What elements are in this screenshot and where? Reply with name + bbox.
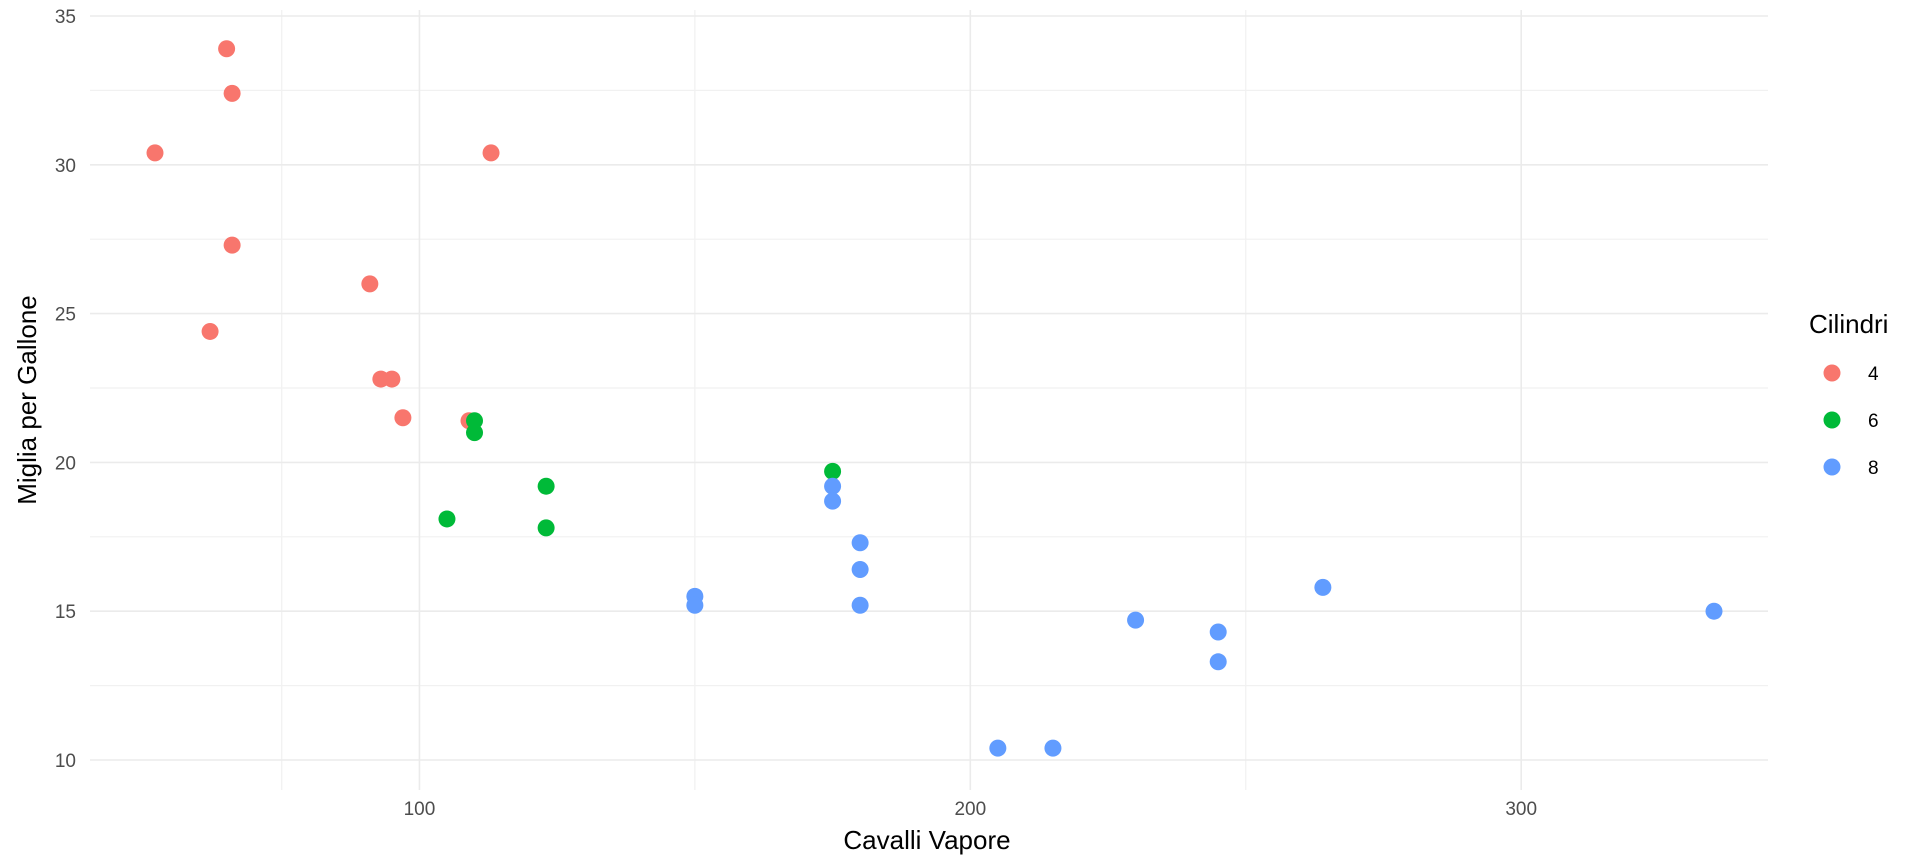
data-point-8-cyl (824, 477, 842, 495)
data-point-8-cyl (824, 492, 842, 510)
major-gridlines (90, 10, 1768, 790)
legend-label-8: 8 (1868, 458, 1879, 479)
y-tick-label: 30 (55, 156, 76, 177)
data-point-8-cyl (1209, 623, 1227, 641)
data-point-8-cyl (1209, 653, 1227, 671)
y-axis-title: Miglia per Gallone (12, 295, 42, 505)
data-point-8-cyl (1314, 578, 1332, 596)
data-point-6-cyl (466, 412, 484, 430)
legend-key-8 (1823, 458, 1841, 476)
legend-label-6: 6 (1868, 411, 1879, 432)
data-point-8-cyl (686, 596, 704, 614)
data-point-6-cyl (824, 462, 842, 480)
x-tick-label: 300 (1505, 799, 1537, 820)
y-axis-tick-labels: 10 15 20 25 30 35 (55, 7, 76, 772)
data-point-4-cyl (383, 370, 401, 388)
x-tick-label: 100 (404, 799, 436, 820)
data-point-6-cyl (438, 510, 456, 528)
y-tick-label: 20 (55, 453, 76, 474)
data-point-4-cyl (361, 275, 379, 293)
y-tick-label: 10 (55, 751, 76, 772)
x-axis-tick-labels: 100 200 300 (404, 799, 1537, 820)
data-point-4-cyl (218, 40, 236, 58)
y-tick-label: 25 (55, 305, 76, 326)
data-point-6-cyl (537, 477, 555, 495)
data-point-8-cyl (989, 739, 1007, 757)
data-point-8-cyl (1127, 611, 1145, 629)
data-point-6-cyl (537, 519, 555, 537)
legend-label-4: 4 (1868, 364, 1879, 385)
data-points (146, 40, 1723, 757)
data-point-8-cyl (1705, 602, 1723, 620)
data-point-4-cyl (223, 236, 241, 254)
data-point-6-cyl (466, 424, 484, 442)
data-point-4-cyl (223, 84, 241, 102)
x-tick-label: 200 (954, 799, 986, 820)
data-point-8-cyl (851, 561, 869, 579)
data-point-4-cyl (146, 144, 164, 162)
legend-key-4 (1823, 364, 1841, 382)
minor-gridlines (90, 10, 1768, 790)
y-tick-label: 35 (55, 7, 76, 28)
data-point-4-cyl (482, 144, 500, 162)
legend-key-6 (1823, 411, 1841, 429)
data-point-8-cyl (1044, 739, 1062, 757)
x-axis-title: Cavalli Vapore (843, 825, 1010, 855)
legend-title: Cilindri (1809, 309, 1888, 339)
data-point-4-cyl (394, 409, 412, 427)
y-tick-label: 15 (55, 602, 76, 623)
data-point-4-cyl (201, 322, 219, 340)
legend: Cilindri 4 6 8 (1809, 309, 1888, 479)
data-point-8-cyl (851, 596, 869, 614)
data-point-8-cyl (851, 534, 869, 552)
